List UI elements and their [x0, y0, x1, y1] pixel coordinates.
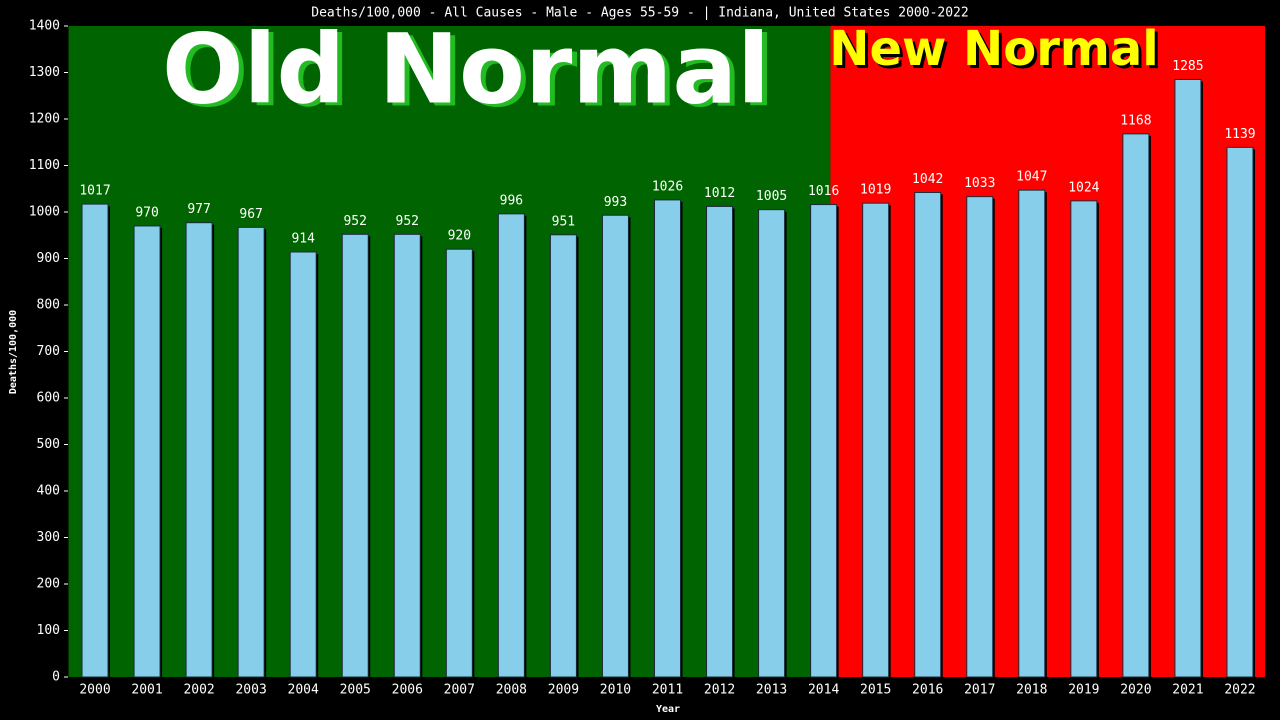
x-tick-label: 2004 — [288, 683, 319, 698]
x-tick-label: 2009 — [548, 683, 579, 698]
y-tick-label: 1100 — [29, 158, 60, 173]
bar — [81, 203, 109, 678]
bar — [1174, 78, 1202, 678]
bar — [654, 199, 681, 678]
bar — [341, 233, 369, 678]
x-tick-label: 2002 — [183, 683, 214, 698]
bar — [706, 205, 734, 678]
bar — [966, 196, 994, 678]
x-axis-title: Year — [656, 704, 680, 715]
value-label: 996 — [500, 193, 523, 208]
x-tick-label: 2011 — [652, 683, 683, 698]
bar — [1226, 146, 1254, 678]
value-label: 1168 — [1120, 113, 1151, 128]
bar — [862, 202, 890, 678]
bar — [1070, 200, 1098, 678]
bar — [1122, 133, 1150, 678]
y-tick-label: 300 — [37, 530, 60, 545]
new-normal-label: New Normal — [829, 21, 1158, 77]
y-tick-label: 200 — [37, 577, 60, 592]
bar — [237, 226, 265, 678]
value-label: 993 — [604, 195, 627, 210]
value-label: 952 — [343, 214, 366, 229]
x-tick-label: 2000 — [79, 683, 110, 698]
y-tick-label: 400 — [37, 484, 60, 499]
value-label: 920 — [448, 229, 471, 244]
x-tick-label: 2022 — [1224, 683, 1255, 698]
old-normal-shadow: Old Normal — [167, 16, 775, 128]
y-tick-label: 700 — [37, 344, 60, 359]
x-tick-label: 2020 — [1120, 683, 1151, 698]
x-tick-label: 2014 — [808, 683, 839, 698]
value-label: 951 — [552, 214, 575, 229]
value-label: 1139 — [1224, 127, 1255, 142]
value-label: 1042 — [912, 172, 943, 187]
value-label: 1016 — [808, 184, 839, 199]
x-tick-label: 2019 — [1068, 683, 1099, 698]
bar — [601, 214, 629, 678]
bar — [810, 204, 838, 678]
x-tick-label: 2003 — [235, 683, 266, 698]
value-label: 1019 — [860, 183, 891, 198]
y-tick-label: 800 — [37, 298, 60, 313]
y-tick-label: 600 — [37, 391, 60, 406]
value-label: 1285 — [1172, 59, 1203, 74]
value-label: 1033 — [964, 176, 995, 191]
y-tick-label: 500 — [37, 437, 60, 452]
x-tick-label: 2013 — [756, 683, 787, 698]
x-tick-label: 2010 — [600, 683, 631, 698]
bar — [497, 213, 525, 678]
chart-title: Deaths/100,000 - All Causes - Male - Age… — [311, 6, 968, 21]
y-tick-label: 1300 — [29, 65, 60, 80]
x-tick-label: 2008 — [496, 683, 527, 698]
x-tick-label: 2016 — [912, 683, 943, 698]
new-normal-shadow: New Normal — [832, 24, 1161, 80]
value-label: 952 — [396, 214, 419, 229]
value-label: 914 — [291, 231, 315, 246]
bar — [914, 191, 942, 678]
y-tick-label: 0 — [52, 670, 60, 685]
y-tick-label: 1200 — [29, 112, 60, 127]
value-label: 970 — [135, 205, 158, 220]
value-label: 1047 — [1016, 170, 1047, 185]
y-tick-label: 1400 — [29, 19, 60, 34]
bar — [133, 225, 161, 678]
x-tick-label: 2012 — [704, 683, 735, 698]
value-label: 1026 — [652, 179, 683, 194]
value-label: 1012 — [704, 186, 735, 201]
y-tick-label: 900 — [37, 251, 60, 266]
y-axis-title: Deaths/100,000 — [8, 310, 19, 394]
bar — [549, 234, 577, 678]
bar — [185, 222, 213, 678]
x-tick-label: 2006 — [392, 683, 423, 698]
value-label: 967 — [239, 207, 262, 222]
value-label: 1017 — [79, 184, 110, 199]
x-tick-label: 2001 — [131, 683, 162, 698]
x-tick-label: 2018 — [1016, 683, 1047, 698]
bar — [1018, 189, 1046, 678]
x-tick-label: 2005 — [340, 683, 371, 698]
bar — [758, 209, 786, 678]
value-label: 1005 — [756, 189, 787, 204]
x-tick-label: 2021 — [1172, 683, 1203, 698]
bar — [393, 233, 421, 678]
x-tick-label: 2015 — [860, 683, 891, 698]
y-tick-label: 1000 — [29, 205, 60, 220]
value-label: 977 — [187, 202, 210, 217]
bar — [289, 251, 317, 678]
x-tick-label: 2007 — [444, 683, 475, 698]
value-label: 1024 — [1068, 180, 1099, 195]
x-tick-label: 2017 — [964, 683, 995, 698]
y-tick-label: 100 — [37, 623, 60, 638]
old-normal-label: Old Normal — [162, 13, 770, 125]
bar — [445, 248, 473, 678]
